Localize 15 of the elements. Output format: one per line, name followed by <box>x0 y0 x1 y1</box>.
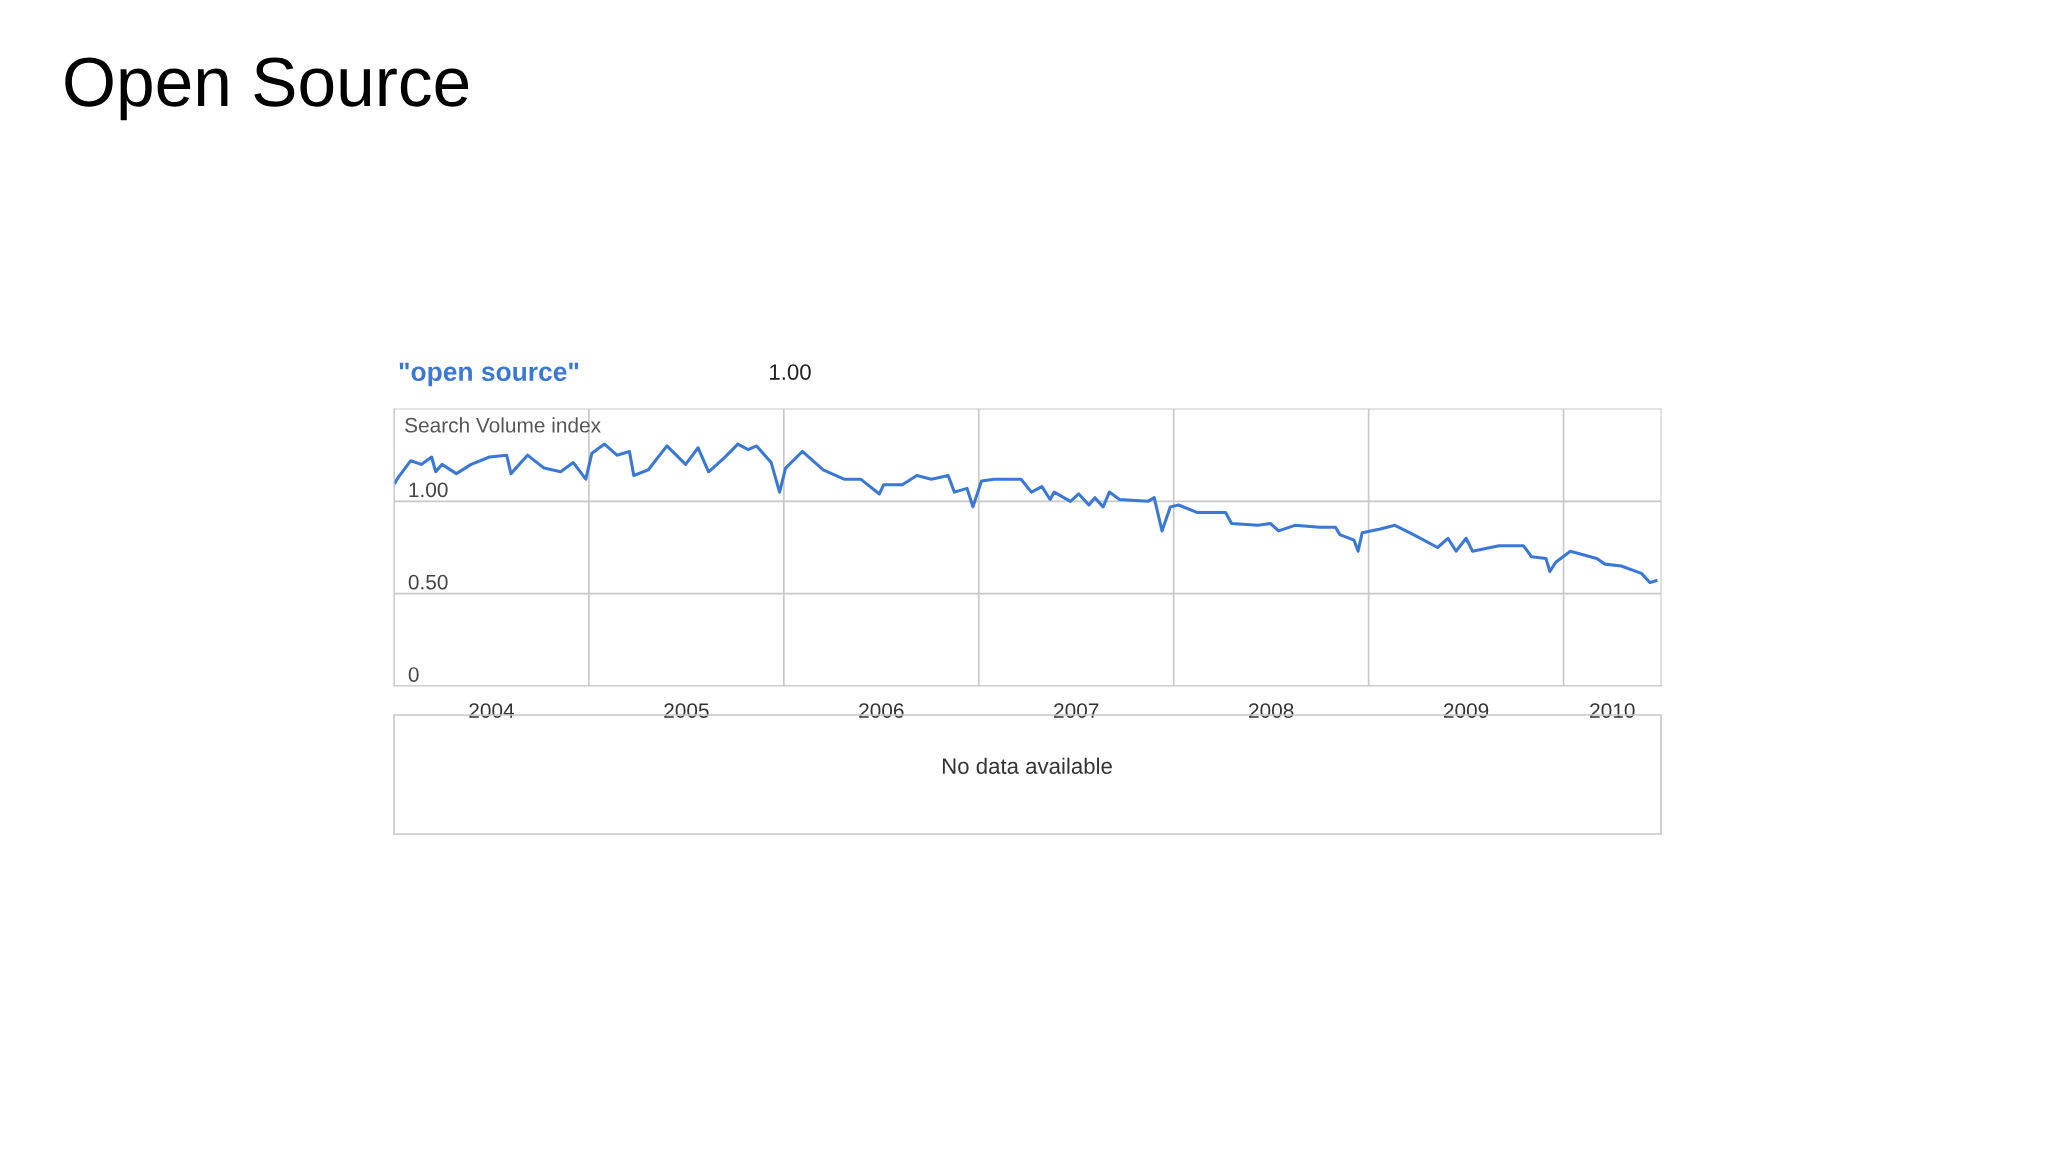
text: 1.00 <box>770 364 811 380</box>
y-tick-label: 1.00 <box>409 482 448 498</box>
y-tick-label: 0.50 <box>408 574 448 590</box>
x-tick-label: 2006 <box>859 703 904 718</box>
text: "open source" <box>399 362 579 387</box>
x-tick-label: 2010 <box>1590 703 1635 718</box>
y-axis-title: Search Volume index <box>405 417 601 433</box>
x-tick-label: 2004 <box>469 703 515 718</box>
x-tick-label: 2005 <box>664 703 709 718</box>
text: No data available <box>942 757 1112 774</box>
x-tick-label: 2009 <box>1443 703 1489 718</box>
chart-title: Open Source <box>65 57 469 121</box>
x-tick-label: 2008 <box>1249 703 1294 718</box>
y-tick-label: 0 <box>408 667 419 682</box>
x-tick-label: 2007 <box>1054 703 1099 718</box>
